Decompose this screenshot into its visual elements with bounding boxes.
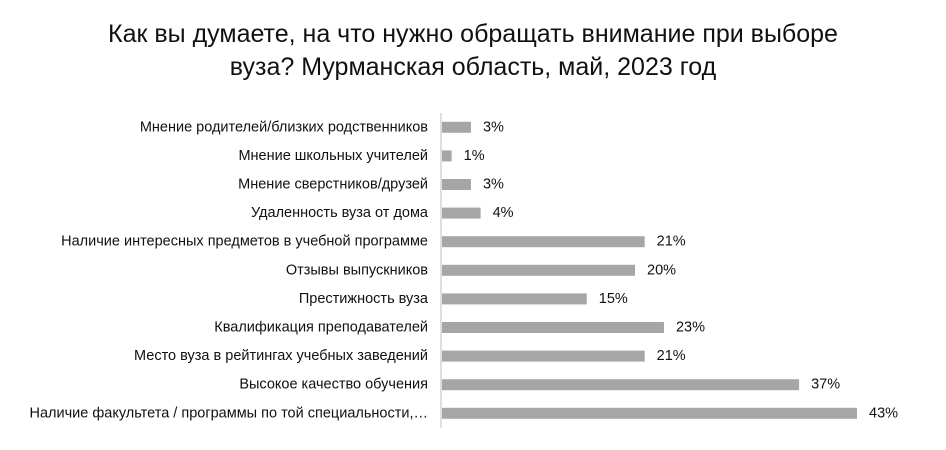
chart-title-line-1: Как вы думаете, на что нужно обращать вн… xyxy=(108,20,838,48)
data-label: 21% xyxy=(657,348,686,364)
chart-title-line-2: вуза? Мурманская область, май, 2023 год xyxy=(229,53,717,81)
bar xyxy=(442,236,645,248)
bar xyxy=(442,179,471,190)
data-label: 43% xyxy=(869,405,898,421)
bar xyxy=(442,322,664,333)
bar xyxy=(442,407,857,419)
data-label: 3% xyxy=(483,119,504,135)
data-label: 4% xyxy=(493,205,514,221)
data-label: 15% xyxy=(599,291,628,307)
data-label: 21% xyxy=(657,234,686,250)
data-label: 20% xyxy=(647,262,676,278)
bar xyxy=(442,350,645,362)
bar xyxy=(442,121,471,133)
category-label: Мнение школьных учителей xyxy=(238,148,428,164)
category-label: Мнение сверстников/друзей xyxy=(238,177,428,193)
bar xyxy=(442,264,636,276)
bar xyxy=(442,207,481,219)
chart-title: Как вы думаете, на что нужно обращать вн… xyxy=(0,18,946,84)
category-label: Удаленность вуза от дома xyxy=(251,205,429,221)
bar xyxy=(442,293,587,305)
data-label: 23% xyxy=(676,320,705,336)
category-label: Высокое качество обучения xyxy=(239,377,428,393)
category-label: Квалификация преподавателей xyxy=(214,320,428,336)
category-label: Престижность вуза xyxy=(299,291,429,307)
category-label: Место вуза в рейтингах учебных заведений xyxy=(134,348,428,364)
data-label: 3% xyxy=(483,177,504,193)
category-label: Мнение родителей/близких родственников xyxy=(140,119,428,135)
category-label: Наличие интересных предметов в учебной п… xyxy=(61,234,428,250)
bar xyxy=(442,150,452,162)
category-label: Отзывы выпускников xyxy=(286,262,428,278)
data-label: 37% xyxy=(811,377,840,393)
bar xyxy=(442,379,800,391)
data-label: 1% xyxy=(464,148,485,164)
category-label: Наличие факультета / программы по той сп… xyxy=(30,405,429,421)
